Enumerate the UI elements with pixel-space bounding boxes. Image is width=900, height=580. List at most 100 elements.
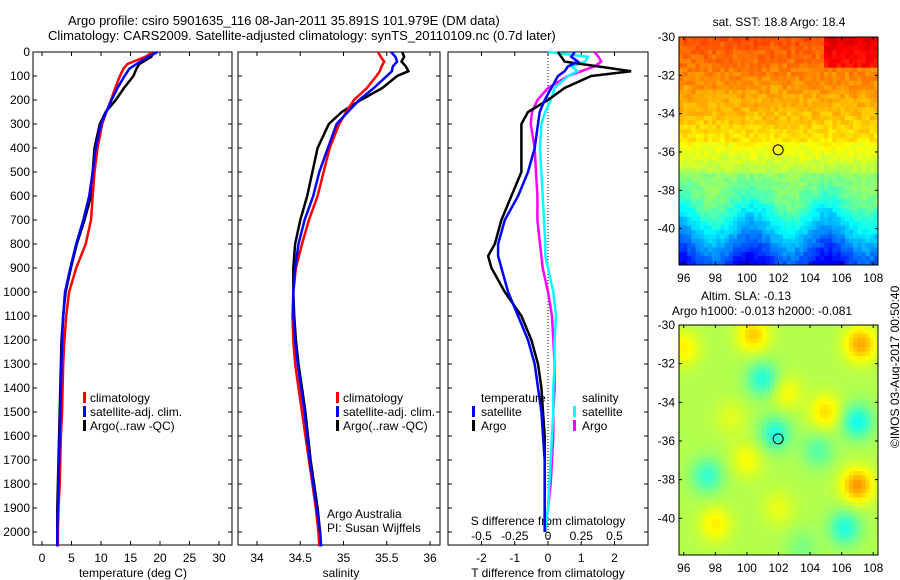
heatmap-cell	[803, 351, 808, 357]
heatmap-cell	[695, 168, 701, 174]
heatmap-cell	[844, 120, 850, 126]
heatmap-cell	[695, 378, 701, 383]
heatmap-cell	[803, 404, 808, 410]
heatmap-cell	[770, 225, 775, 231]
heatmap-cell	[836, 484, 842, 490]
heatmap-cell	[766, 115, 771, 121]
heatmap-cell	[728, 325, 734, 330]
heatmap-cell	[691, 256, 696, 262]
heatmap-cell	[766, 129, 771, 134]
heatmap-cell	[699, 129, 705, 134]
heatmap-cell	[774, 475, 779, 481]
y-tick-label: 800	[10, 237, 30, 251]
y-tick-label: 1700	[3, 453, 30, 467]
heatmap-cell	[741, 453, 746, 459]
heatmap-cell	[745, 338, 750, 344]
credit-line1: Argo Australia	[327, 507, 402, 521]
heatmap-cell	[811, 115, 817, 121]
heatmap-cell	[782, 373, 788, 379]
heatmap-cell	[766, 342, 771, 348]
heatmap-cell	[753, 510, 759, 516]
heatmap-cell	[836, 80, 842, 86]
heatmap-cell	[799, 515, 804, 521]
heatmap-cell	[848, 457, 854, 463]
heatmap-cell	[732, 470, 738, 476]
heatmap-cell	[720, 409, 726, 414]
heatmap-cell	[703, 360, 709, 366]
heatmap-cell	[844, 76, 850, 82]
heatmap-cell	[811, 85, 817, 91]
heatmap-cell	[757, 181, 763, 187]
heatmap-cell	[703, 493, 709, 498]
heatmap-cell	[790, 497, 796, 503]
heatmap-cell	[753, 475, 759, 481]
heatmap-cell	[753, 194, 759, 200]
heatmap-cell	[745, 515, 750, 521]
heatmap-cell	[708, 462, 713, 467]
heatmap-cell	[836, 194, 842, 200]
heatmap-cell	[683, 133, 688, 139]
x-axis-label: temperature (deg C)	[79, 566, 187, 580]
heatmap-cell	[679, 457, 684, 463]
heatmap-cell	[708, 351, 713, 357]
heatmap-cell	[712, 537, 717, 543]
heatmap-cell	[778, 94, 784, 99]
heatmap-cell	[724, 440, 730, 445]
heatmap-cell	[799, 72, 804, 77]
heatmap-cell	[828, 541, 833, 547]
heatmap-cell	[795, 333, 800, 339]
heatmap-cell	[799, 89, 804, 95]
heatmap-cell	[869, 203, 875, 209]
heatmap-cell	[703, 497, 709, 503]
heatmap-cell	[807, 256, 813, 262]
heatmap-cell	[683, 329, 688, 335]
heatmap-cell	[873, 216, 879, 222]
heatmap-cell	[844, 107, 850, 112]
heatmap-cell	[786, 80, 792, 86]
heatmap-cell	[720, 124, 726, 130]
heatmap-cell	[811, 409, 817, 414]
heatmap-cell	[832, 155, 837, 161]
heatmap-cell	[869, 199, 875, 205]
heatmap-cell	[679, 440, 684, 445]
heatmap-cell	[844, 164, 850, 169]
heatmap-cell	[828, 190, 833, 196]
heatmap-cell	[840, 72, 846, 77]
heatmap-cell	[691, 164, 696, 169]
heatmap-cell	[703, 225, 709, 231]
heatmap-cell	[811, 524, 817, 529]
heatmap-cell	[786, 382, 792, 388]
heatmap-cell	[691, 400, 696, 406]
heatmap-cell	[724, 515, 730, 521]
heatmap-cell	[861, 155, 866, 161]
heatmap-cell	[832, 234, 837, 240]
heatmap-cell	[749, 85, 755, 91]
heatmap-cell	[757, 142, 763, 148]
heatmap-cell	[790, 115, 796, 121]
heatmap-cell	[848, 484, 854, 490]
heatmap-cell	[712, 107, 717, 112]
heatmap-cell	[728, 378, 734, 383]
heatmap-cell	[724, 94, 730, 99]
heatmap-cell	[757, 440, 763, 445]
heatmap-cell	[824, 159, 829, 165]
heatmap-cell	[840, 177, 846, 183]
heatmap-cell	[778, 510, 784, 516]
heatmap-cell	[703, 484, 709, 490]
heatmap-cell	[720, 216, 726, 222]
heatmap-cell	[790, 391, 796, 397]
heatmap-cell	[803, 382, 808, 388]
heatmap-cell	[712, 364, 717, 370]
x-tick-label: -1	[509, 551, 520, 565]
heatmap-cell	[828, 54, 833, 60]
heatmap-cell	[803, 146, 808, 152]
heatmap-cell	[865, 186, 871, 191]
heatmap-cell	[766, 133, 771, 139]
x-tick-label: 35.5	[375, 551, 399, 565]
heatmap-cell	[749, 238, 755, 244]
heatmap-cell	[724, 137, 730, 143]
heatmap-cell	[724, 364, 730, 370]
heatmap-cell	[865, 85, 871, 91]
heatmap-cell	[753, 369, 759, 375]
heatmap-cell	[761, 440, 767, 445]
